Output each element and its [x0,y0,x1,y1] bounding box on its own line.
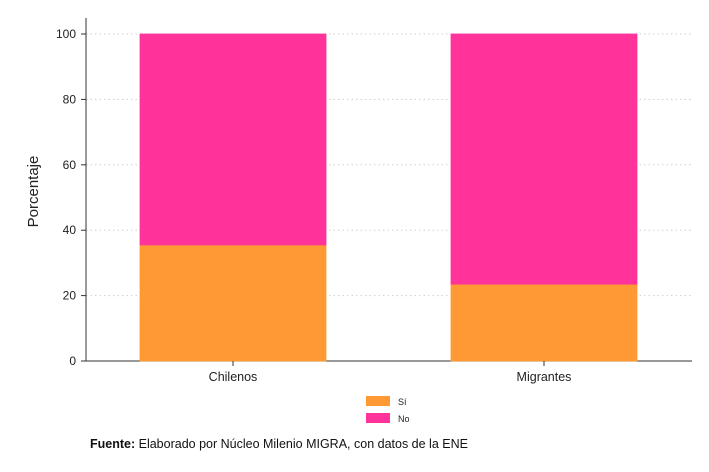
source-text: Elaborado por Núcleo Milenio MIGRA, con … [135,437,468,451]
legend-swatch-1 [366,413,390,423]
y-axis-label: Porcentaje [25,156,42,228]
legend-label-1: No [398,414,410,424]
y-tick-label-0: 0 [69,354,76,368]
y-tick-label-100: 100 [56,27,76,41]
x-tick-label-1: Migrantes [517,370,572,384]
bar-chilenos-no [139,33,327,246]
y-tick-label-80: 80 [63,92,77,106]
source-label: Fuente: [90,437,136,451]
bar-chilenos-si [139,244,327,362]
stacked-bar-chart: 0 20 40 60 80 100 Porcentaje Chilenos Migrantes S… [25,18,692,424]
source-note: Fuente: Elaborado por Núcleo Milenio MIG… [90,437,468,451]
y-tick-label-20: 20 [63,289,77,303]
bar-migrantes-si [450,283,638,362]
y-tick-label-40: 40 [63,223,77,237]
legend-label-0: Sí [398,397,407,407]
y-tick-label-60: 60 [63,158,77,172]
legend-swatch-0 [366,396,390,406]
x-tick-label-0: Chilenos [209,370,258,384]
bar-migrantes-no [450,33,638,285]
